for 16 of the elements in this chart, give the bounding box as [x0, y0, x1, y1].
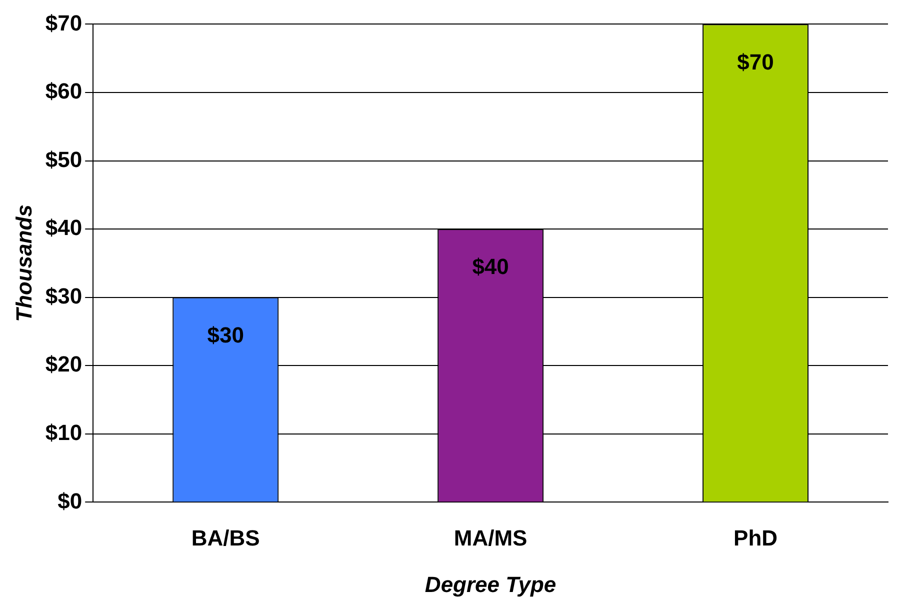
y-tick-label: $10	[45, 420, 82, 445]
y-tick-label: $40	[45, 215, 82, 240]
data-label: $40	[472, 254, 509, 280]
data-label: $70	[737, 49, 774, 74]
y-tick-label: $50	[45, 146, 82, 172]
y-tick-label: $60	[45, 78, 82, 104]
x-tick-label: BA/BS	[191, 525, 260, 550]
y-tick-label: $30	[45, 283, 82, 308]
y-axis-title: Thousands	[11, 204, 36, 322]
y-tick-label: $70	[45, 10, 82, 36]
x-tick-label: MA/MS	[454, 525, 528, 550]
x-tick-label: PhD	[734, 525, 778, 550]
x-axis-title: Degree Type	[424, 572, 556, 597]
y-tick-label: $0	[58, 488, 82, 514]
data-label: $30	[207, 322, 244, 348]
y-tick-label: $20	[45, 352, 82, 377]
